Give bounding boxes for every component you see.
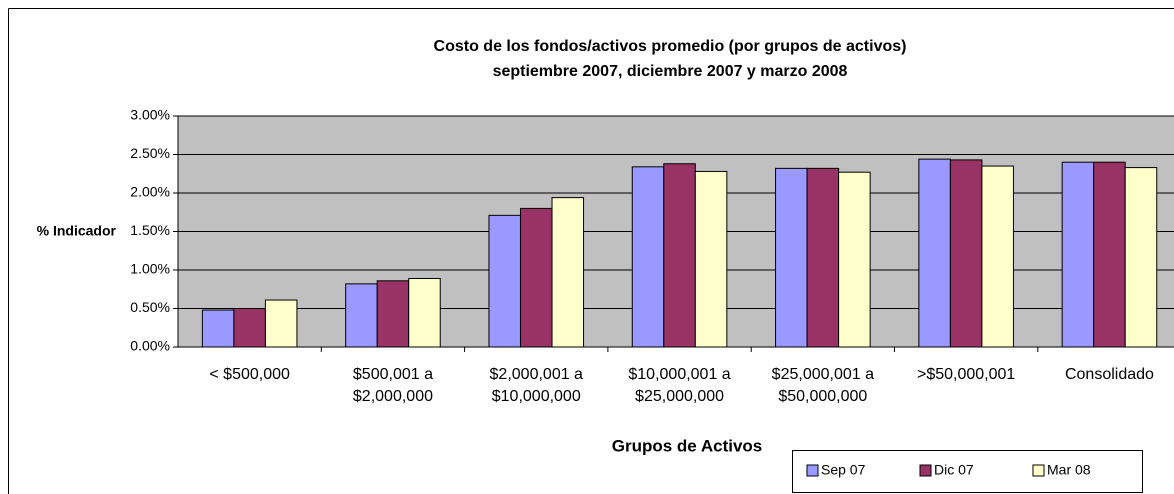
bar	[488, 214, 521, 348]
bar	[949, 159, 983, 348]
bar	[201, 309, 235, 348]
chart-title: Costo de los fondos/activos promedio (po…	[434, 38, 907, 55]
legend-label: Dic 07	[934, 462, 974, 478]
x-axis-label: Grupos de Activos	[612, 436, 763, 455]
x-tick-label: >$50,000,001	[917, 366, 1015, 383]
y-tick-label: 3.00%	[130, 107, 170, 123]
y-tick-label: 0.50%	[130, 299, 170, 315]
bar	[838, 171, 871, 348]
x-tick-label: $25,000,001 a	[772, 366, 874, 383]
x-tick-label: < $500,000	[209, 366, 290, 383]
bar	[775, 167, 808, 348]
bar	[663, 163, 696, 348]
y-axis-label: % Indicador	[37, 223, 117, 239]
bar	[408, 277, 441, 348]
x-tick-label: $10,000,000	[492, 388, 581, 405]
y-tick-label: 0.00%	[130, 338, 170, 354]
legend-label: Sep 07	[821, 462, 866, 478]
bar	[1124, 167, 1158, 348]
legend-label: Mar 08	[1047, 462, 1091, 478]
bar	[345, 283, 378, 348]
bar	[1093, 161, 1126, 348]
x-tick-label: $25,000,000	[635, 388, 724, 405]
bar	[233, 308, 266, 348]
x-tick-label: $50,000,000	[778, 388, 867, 405]
bar	[631, 166, 665, 348]
y-tick-label: 1.00%	[130, 261, 170, 277]
legend-swatch	[806, 464, 819, 477]
legend-swatch	[1032, 464, 1045, 477]
bar	[551, 197, 585, 348]
chart-subtitle: septiembre 2007, diciembre 2007 y marzo …	[493, 63, 848, 80]
legend-swatch	[919, 464, 932, 477]
bar	[806, 167, 840, 348]
x-tick-label: Consolidado	[1065, 366, 1154, 383]
bar	[981, 165, 1014, 348]
x-tick-label: $10,000,001 a	[628, 366, 730, 383]
y-tick-label: 2.00%	[130, 184, 170, 200]
bar	[519, 207, 553, 348]
bar	[1061, 161, 1095, 348]
y-tick-label: 1.50%	[130, 222, 170, 238]
x-tick-label: $2,000,001 a	[490, 366, 584, 383]
legend	[792, 450, 1143, 493]
x-tick-label: $2,000,000	[353, 388, 433, 405]
bar	[376, 280, 410, 348]
bar	[694, 170, 728, 348]
x-tick-label: $500,001 a	[353, 366, 433, 383]
bar	[918, 158, 951, 348]
bar	[264, 299, 298, 348]
y-tick-label: 2.50%	[130, 145, 170, 161]
